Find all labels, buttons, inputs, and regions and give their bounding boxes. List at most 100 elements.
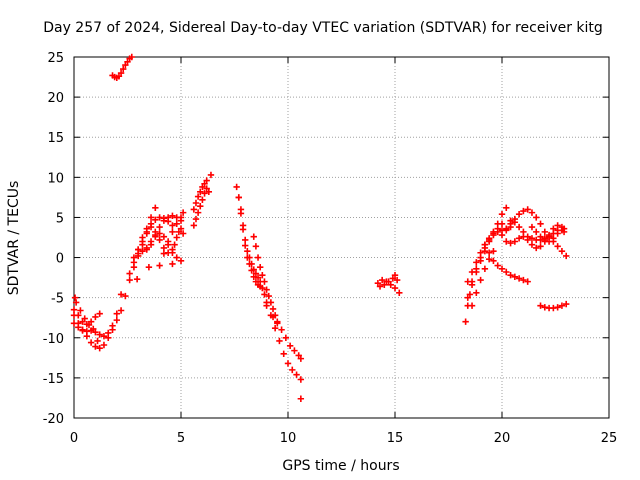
- x-tick-label: 25: [601, 431, 618, 446]
- data-point: [160, 244, 168, 252]
- data-point: [235, 194, 242, 201]
- data-point: [297, 395, 305, 402]
- data-point: [126, 276, 133, 284]
- data-point: [207, 171, 215, 179]
- data-point: [201, 180, 208, 187]
- data-point: [560, 228, 568, 236]
- data-point: [203, 177, 210, 184]
- x-tick-label: 5: [177, 431, 185, 446]
- series-arc-21: [374, 276, 403, 297]
- data-point: [473, 289, 480, 297]
- data-point: [515, 223, 523, 231]
- y-tick-label: -15: [43, 372, 64, 387]
- data-point: [135, 246, 142, 253]
- series-arc-32: [541, 228, 570, 260]
- data-point: [473, 259, 480, 266]
- data-point: [563, 252, 570, 260]
- data-point: [528, 223, 536, 231]
- data-point: [284, 360, 292, 367]
- data-point: [115, 73, 123, 80]
- data-point: [477, 276, 484, 284]
- series-arc-27: [481, 241, 531, 285]
- series-arc-17: [250, 233, 268, 285]
- data-point: [541, 304, 548, 311]
- data-point: [96, 310, 103, 317]
- data-point: [374, 280, 382, 287]
- data-point: [87, 318, 95, 325]
- data-point: [533, 244, 540, 252]
- data-point: [81, 315, 88, 322]
- data-point: [248, 260, 255, 268]
- data-point: [250, 266, 257, 273]
- data-point: [563, 300, 570, 308]
- y-tick-label: 25: [47, 51, 64, 66]
- data-point: [289, 366, 296, 374]
- series-arc-5: [109, 53, 135, 82]
- data-point: [87, 339, 95, 346]
- data-point: [152, 216, 159, 224]
- data-point: [265, 292, 272, 300]
- data-point: [70, 320, 78, 327]
- data-point: [109, 322, 116, 329]
- data-point: [507, 217, 514, 224]
- data-point: [503, 238, 510, 245]
- series-arc-1: [70, 204, 159, 352]
- data-point: [92, 343, 99, 350]
- data-point: [263, 302, 270, 309]
- data-point: [79, 318, 86, 325]
- data-point: [537, 233, 544, 240]
- data-point: [511, 219, 519, 226]
- data-point: [498, 220, 506, 228]
- data-point: [233, 183, 240, 191]
- data-point: [554, 304, 561, 311]
- data-point: [554, 230, 561, 237]
- data-point: [92, 328, 99, 336]
- data-point: [128, 53, 135, 61]
- data-point: [524, 233, 531, 240]
- data-point: [79, 327, 86, 334]
- data-point: [533, 214, 540, 221]
- data-point: [139, 238, 146, 245]
- data-point: [387, 281, 394, 289]
- data-point: [71, 294, 79, 301]
- data-point: [259, 272, 266, 279]
- data-point: [100, 341, 108, 349]
- series-arc-15: [233, 183, 270, 306]
- data-point: [490, 257, 497, 264]
- data-point: [481, 241, 489, 248]
- data-point: [254, 254, 262, 261]
- data-point: [156, 230, 163, 237]
- data-point: [490, 247, 497, 255]
- data-point: [122, 61, 129, 69]
- chart-title: Day 257 of 2024, Sidereal Day-to-day VTE…: [43, 20, 603, 36]
- data-point: [256, 263, 264, 271]
- data-point: [75, 312, 82, 319]
- y-axis-title: SDTVAR / TECUs: [6, 181, 22, 296]
- data-point: [143, 244, 150, 252]
- data-point: [197, 188, 204, 195]
- data-point: [261, 291, 268, 298]
- data-point: [381, 281, 388, 289]
- data-point: [396, 289, 403, 297]
- data-point: [242, 236, 249, 244]
- data-point: [554, 243, 561, 250]
- data-point: [550, 304, 557, 312]
- data-point: [117, 69, 125, 77]
- data-point: [485, 255, 493, 263]
- data-point: [156, 262, 163, 269]
- data-point: [282, 334, 290, 341]
- data-point: [515, 235, 523, 242]
- y-tick-label: -20: [43, 412, 64, 427]
- data-point: [520, 228, 527, 236]
- data-point: [156, 214, 163, 221]
- data-point: [477, 249, 484, 256]
- data-point: [77, 307, 84, 314]
- data-point: [190, 206, 198, 213]
- series-arc-26: [468, 247, 497, 309]
- data-point: [197, 203, 204, 210]
- data-point: [124, 58, 131, 66]
- data-point: [378, 276, 386, 284]
- data-point: [485, 249, 493, 256]
- data-point: [261, 278, 268, 285]
